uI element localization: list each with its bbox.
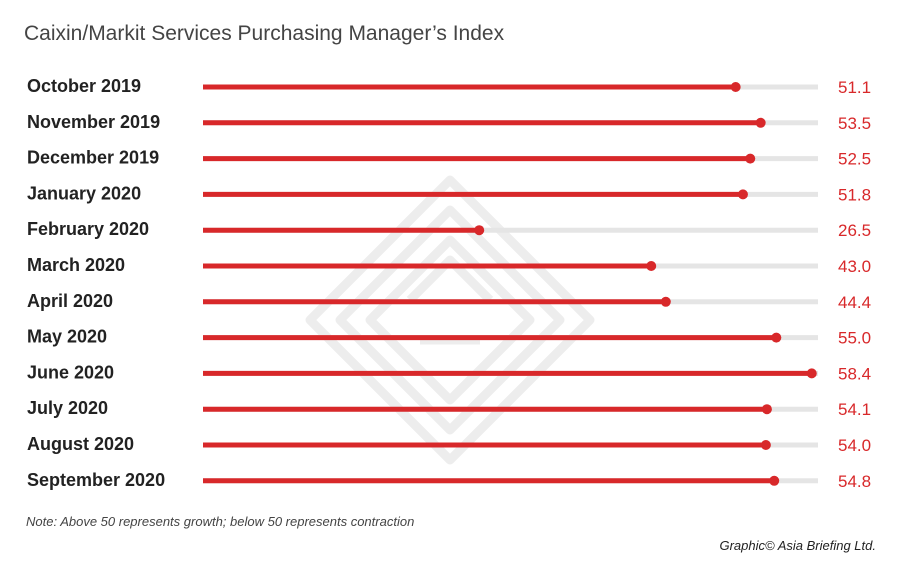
bar-end-point [737,189,748,200]
category-label: November 2019 [27,112,160,132]
category-label: July 2020 [27,398,108,418]
category-label: March 2020 [27,255,125,275]
bar-end-point [755,117,766,128]
chart-note: Note: Above 50 represents growth; below … [26,514,415,529]
bar-end-point [771,332,782,343]
value-label: 54.8 [838,472,871,491]
bar-end-point [474,225,485,236]
value-label: 53.5 [838,114,871,133]
chart-credit: Graphic© Asia Briefing Ltd. [719,538,876,553]
category-label: August 2020 [27,434,134,454]
category-label: February 2020 [27,219,149,239]
category-label: January 2020 [27,183,141,203]
category-label: April 2020 [27,291,113,311]
bar-end-point [745,153,756,164]
bar-end-point [730,82,741,92]
bar-end-point [646,261,657,271]
value-label: 54.0 [838,436,871,455]
value-label: 54.1 [838,400,871,419]
category-label: December 2019 [27,148,159,168]
category-label: October 2019 [27,76,141,96]
chart-title: Caixin/Markit Services Purchasing Manage… [24,22,505,45]
value-label: 26.5 [838,221,871,240]
lollipop-chart: October 2019 51.1 November 2019 53.5 Decembe… [27,76,871,491]
bar-end-point [760,440,771,450]
value-label: 44.4 [838,293,871,312]
bar-end-point [761,404,772,415]
bar-end-point [769,475,780,486]
value-label: 58.4 [838,364,871,383]
category-label: September 2020 [27,470,165,490]
value-label: 55.0 [838,329,871,348]
value-label: 43.0 [838,257,871,276]
value-label: 51.8 [838,185,871,204]
watermark-logo [305,175,595,465]
bar-end-point [660,296,671,307]
value-label: 51.1 [838,78,871,97]
value-label: 52.5 [838,150,871,169]
bar-end-point [806,368,817,379]
category-label: June 2020 [27,362,114,382]
category-label: May 2020 [27,327,107,347]
